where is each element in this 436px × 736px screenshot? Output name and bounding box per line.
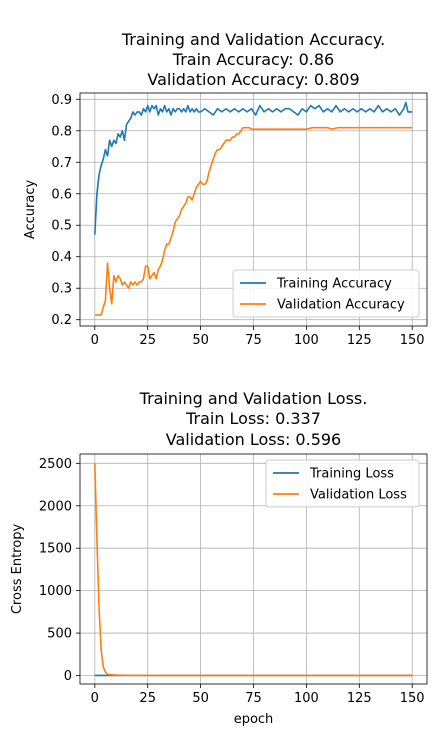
series-line-1: [94, 101, 413, 235]
y-tick-label: 0.9: [51, 93, 72, 108]
x-tick-label: 125: [347, 333, 372, 348]
y-tick-label: 0.4: [51, 250, 72, 265]
x-tick-label: 50: [192, 691, 209, 706]
y-axis-label: Accuracy: [23, 180, 38, 240]
y-tick-label: 0.5: [51, 219, 72, 234]
x-axis-label: epoch: [234, 712, 274, 727]
y-tick-label: 2000: [39, 499, 72, 514]
y-axis-label: Cross Entropy: [10, 524, 25, 615]
chart-title-line: Training and Validation Accuracy.: [121, 30, 385, 49]
legend-box: [232, 269, 420, 318]
x-tick-label: 50: [192, 333, 209, 348]
x-tick-label: 25: [139, 691, 156, 706]
legend-label: Training Accuracy: [276, 277, 392, 292]
legend: Training Loss Validation Loss: [265, 459, 420, 508]
legend: Training Accuracy Validation Accuracy: [232, 269, 420, 318]
chart-title-line: Train Loss: 0.337: [185, 409, 321, 428]
y-tick-label: 1500: [39, 542, 72, 557]
chart-title-line: Validation Accuracy: 0.809: [147, 70, 359, 89]
legend-label: Validation Accuracy: [277, 298, 405, 313]
y-tick-label: 0.2: [51, 313, 72, 328]
series-line-2: [94, 463, 413, 677]
x-tick-label: 0: [91, 691, 99, 706]
y-tick-label: 0.8: [51, 124, 72, 139]
y-tick-label: 0.3: [51, 282, 72, 297]
x-tick-label: 25: [139, 333, 156, 348]
chart-title-line: Training and Validation Loss.: [139, 389, 368, 408]
legend-box: [265, 459, 420, 508]
x-tick-label: 100: [294, 333, 319, 348]
x-tick-label: 150: [400, 691, 425, 706]
y-tick-label: 2500: [39, 457, 72, 472]
chart-2: Training and Validation Loss.Train Loss:…: [10, 389, 428, 727]
x-tick-label: 75: [245, 691, 262, 706]
chart-1: Training and Validation Accuracy.Train A…: [23, 30, 428, 348]
chart-title-line: Train Accuracy: 0.86: [172, 50, 334, 69]
x-tick-label: 150: [400, 333, 425, 348]
y-tick-label: 0.6: [51, 187, 72, 202]
legend-label: Training Loss: [309, 467, 394, 482]
series-line-2: [94, 126, 413, 316]
chart-title-line: Validation Loss: 0.596: [166, 430, 341, 449]
legend-label: Validation Loss: [310, 488, 407, 503]
x-tick-label: 0: [91, 333, 99, 348]
y-tick-label: 0.7: [51, 156, 72, 171]
x-tick-label: 75: [245, 333, 262, 348]
y-tick-label: 0: [64, 669, 72, 684]
x-tick-label: 100: [294, 691, 319, 706]
y-tick-label: 500: [47, 627, 72, 642]
x-tick-label: 125: [347, 691, 372, 706]
y-tick-label: 1000: [39, 584, 72, 599]
